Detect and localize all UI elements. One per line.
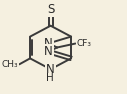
Text: CH₃: CH₃: [2, 60, 18, 69]
Text: CF₃: CF₃: [76, 39, 91, 48]
Text: N: N: [44, 45, 53, 58]
Text: H: H: [46, 73, 54, 83]
Text: N: N: [46, 63, 55, 76]
Text: S: S: [47, 3, 54, 16]
Text: N: N: [44, 37, 53, 50]
